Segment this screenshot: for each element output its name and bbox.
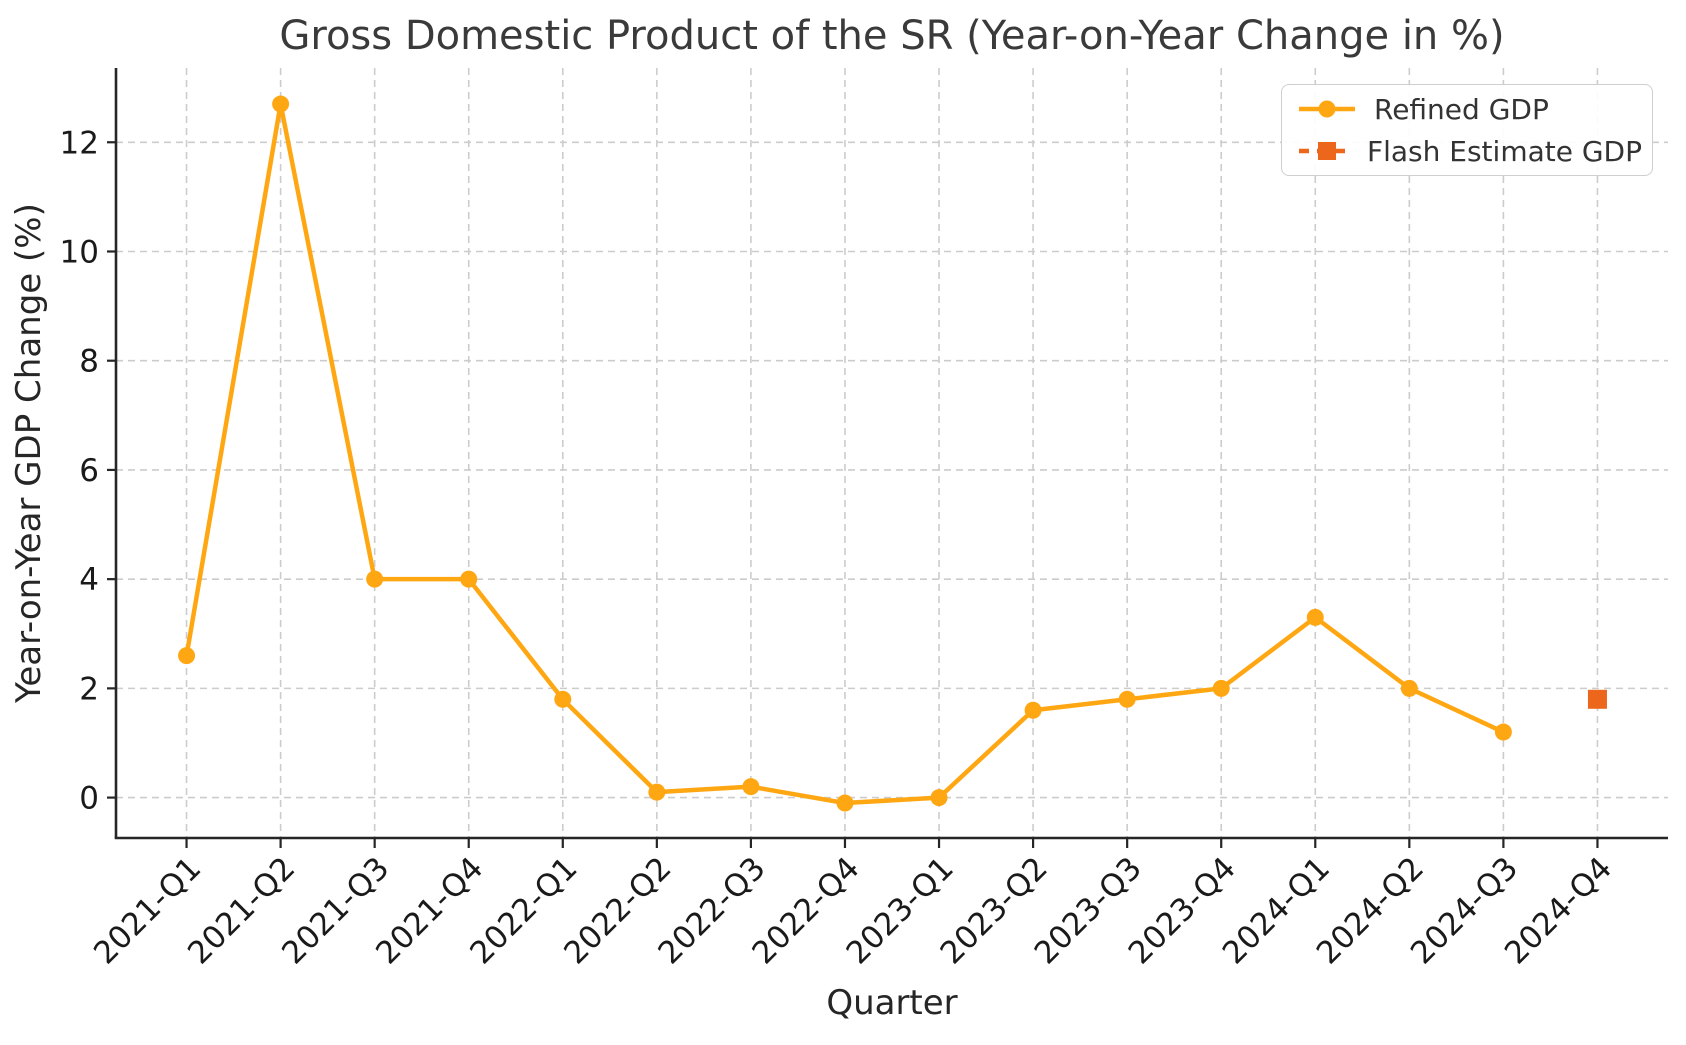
y-tick-label: 6 xyxy=(79,453,99,489)
series-flash xyxy=(1587,689,1607,709)
legend-label-refined-gdp: Refined GDP xyxy=(1374,92,1549,126)
refined-marker xyxy=(272,95,290,113)
refined-marker xyxy=(178,647,196,665)
refined-marker xyxy=(1118,690,1136,708)
y-tick-label: 4 xyxy=(79,562,99,598)
legend: Refined GDP Flash Estimate GDP xyxy=(1281,84,1653,176)
chart-title: Gross Domestic Product of the SR (Year-o… xyxy=(279,13,1504,59)
y-tick-label: 0 xyxy=(79,781,99,817)
refined-marker xyxy=(1024,701,1042,719)
legend-item-refined-gdp: Refined GDP xyxy=(1296,90,1642,128)
y-tick-label: 10 xyxy=(60,234,99,270)
refined-marker xyxy=(366,570,384,588)
refined-marker xyxy=(648,783,666,801)
flash-estimate-dashed-swatch xyxy=(1299,142,1351,160)
refined-marker xyxy=(1494,723,1512,741)
data-series xyxy=(178,95,1607,812)
gridlines xyxy=(116,68,1668,838)
y-tick-label: 2 xyxy=(79,671,99,707)
refined-gdp-line-swatch xyxy=(1299,100,1355,118)
y-tick-label: 8 xyxy=(79,344,99,380)
refined-marker xyxy=(1306,608,1324,626)
refined-marker xyxy=(554,690,572,708)
refined-marker xyxy=(460,570,478,588)
legend-item-flash-estimate-gdp: Flash Estimate GDP xyxy=(1296,132,1642,170)
x-axis-label: Quarter xyxy=(826,983,957,1023)
refined-marker xyxy=(1212,679,1230,697)
refined-marker xyxy=(836,794,854,812)
refined-marker xyxy=(1400,679,1418,697)
legend-label-flash-estimate-gdp: Flash Estimate GDP xyxy=(1367,134,1642,168)
y-axis-label: Year-on-Year GDP Change (%) xyxy=(9,203,49,704)
refined-marker xyxy=(742,778,760,796)
flash-marker xyxy=(1587,689,1607,709)
series-refined xyxy=(178,95,1512,812)
axis-ticks xyxy=(107,141,1599,848)
refined-marker xyxy=(930,789,948,807)
y-tick-label: 12 xyxy=(60,125,99,161)
